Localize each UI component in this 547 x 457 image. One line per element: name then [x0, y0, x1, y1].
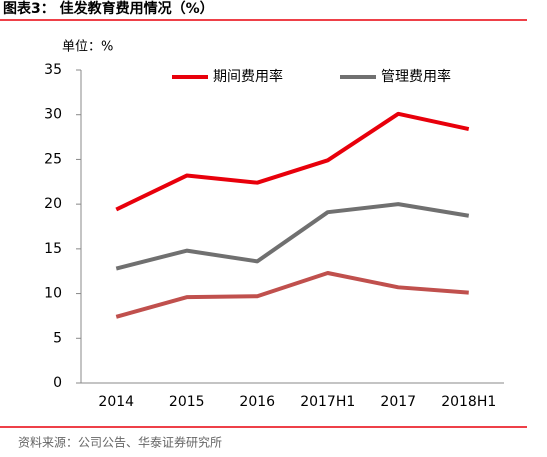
series-line — [115, 271, 469, 319]
series-line — [115, 202, 470, 271]
y-tick-label: 15 — [44, 241, 62, 257]
y-tick-label: 5 — [53, 330, 62, 346]
y-tick-label: 30 — [44, 107, 62, 123]
y-tick-label: 25 — [44, 151, 62, 167]
y-tick-label: 0 — [53, 375, 62, 391]
source: 资料来源：公司公告、华泰证券研究所 — [18, 435, 222, 450]
x-tick-label: 2017H1 — [300, 394, 355, 410]
y-tick-label: 20 — [44, 196, 62, 212]
y-tick-label: 10 — [44, 286, 62, 302]
x-tick-label: 2018H1 — [441, 394, 496, 410]
x-tick-label: 2014 — [98, 394, 134, 410]
legend-label: 期间费用率 — [213, 68, 283, 85]
x-tick-label: 2016 — [239, 394, 275, 410]
y-tick-label: 35 — [44, 62, 62, 78]
x-tick-label: 2015 — [169, 394, 205, 410]
chart-title: 图表3： 佳发教育费用情况（%） — [3, 0, 214, 17]
legend-label: 管理费用率 — [381, 68, 451, 85]
x-tick-label: 2017 — [380, 394, 416, 410]
unit-label: 单位：% — [62, 40, 113, 55]
series-line — [115, 111, 470, 212]
